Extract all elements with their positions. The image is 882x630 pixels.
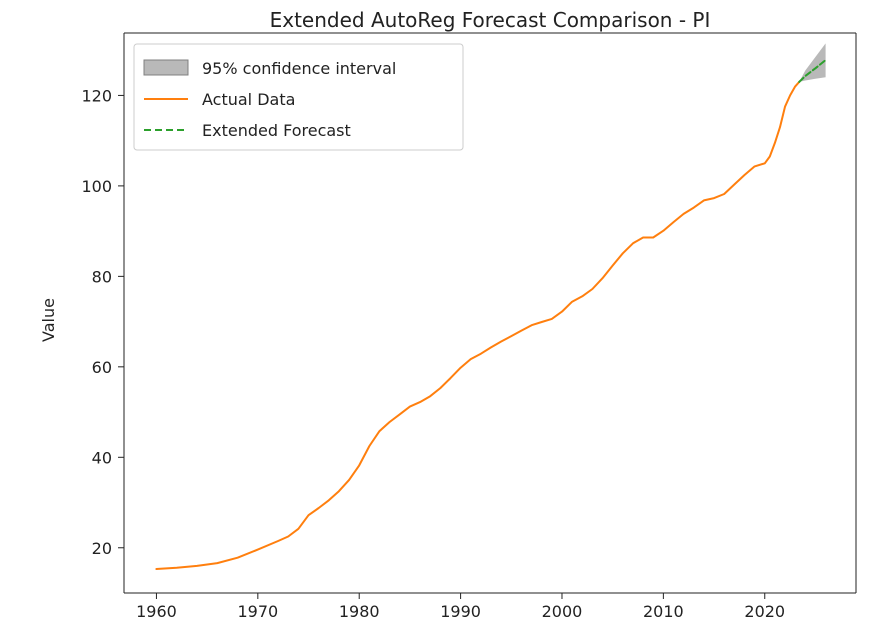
y-axis-label: Value bbox=[39, 298, 58, 342]
legend-box bbox=[133, 43, 464, 151]
legend-ci-swatch bbox=[143, 59, 189, 76]
x-tick-label: 1980 bbox=[339, 602, 380, 621]
y-tick-label: 60 bbox=[92, 358, 112, 377]
y-tick-label: 80 bbox=[92, 267, 112, 286]
x-tick-label: 2020 bbox=[744, 602, 785, 621]
y-tick-label: 100 bbox=[81, 177, 112, 196]
legend-forecast-label: Extended Forecast bbox=[202, 121, 351, 140]
chart-title: Extended AutoReg Forecast Comparison - P… bbox=[270, 8, 711, 32]
y-tick-label: 40 bbox=[92, 448, 112, 467]
x-axis-ticks: 1960 1970 1980 1990 2000 2010 2020 bbox=[136, 593, 785, 621]
x-tick-label: 1960 bbox=[136, 602, 177, 621]
legend-ci-label: 95% confidence interval bbox=[202, 59, 396, 78]
plot-area bbox=[155, 43, 827, 570]
x-tick-label: 1970 bbox=[237, 602, 278, 621]
axes-frame bbox=[123, 32, 857, 594]
y-tick-label: 20 bbox=[92, 539, 112, 558]
y-tick-label: 120 bbox=[81, 86, 112, 105]
legend-actual-label: Actual Data bbox=[202, 90, 295, 109]
x-tick-label: 2000 bbox=[542, 602, 583, 621]
actual-data-line bbox=[155, 80, 801, 570]
confidence-band bbox=[799, 43, 826, 82]
x-tick-label: 1990 bbox=[440, 602, 481, 621]
extended-forecast-line bbox=[798, 59, 827, 83]
legend: 95% confidence interval Actual Data Exte… bbox=[133, 43, 464, 151]
y-axis-ticks: 20 40 60 80 100 120 bbox=[81, 86, 124, 558]
x-tick-label: 2010 bbox=[643, 602, 684, 621]
